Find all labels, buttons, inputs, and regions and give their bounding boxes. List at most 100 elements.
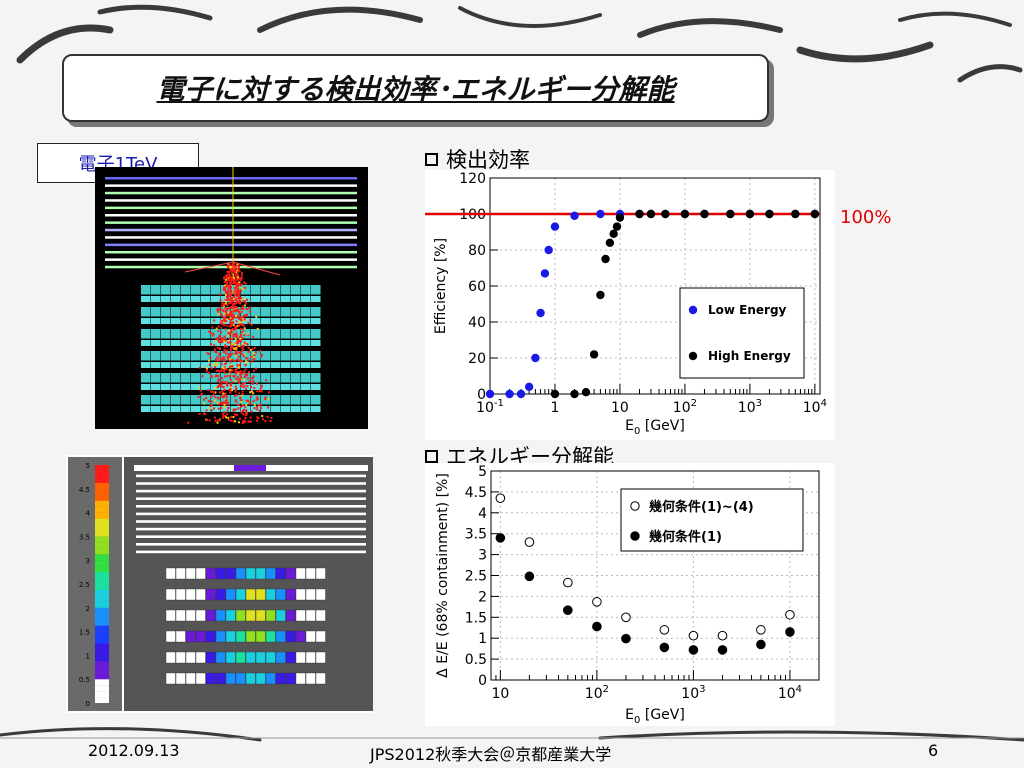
shower-hit [242,386,245,389]
hitmap-cell [295,630,306,643]
calorimeter-cell [231,362,241,368]
shower-hit [223,340,226,343]
calorimeter-cell [191,340,201,346]
calorimeter-cell [171,362,181,368]
calorimeter-cell [241,406,251,412]
shower-hit [230,325,233,328]
calorimeter-cell [311,285,321,295]
colorbar-cell [95,607,109,614]
high-energy-point [605,238,615,247]
shower-hit [224,339,227,342]
colorbar-cell [95,494,109,501]
shower-hit [220,304,223,307]
shower-hit [242,343,245,346]
calorimeter-cell [251,329,261,339]
calorimeter-cell [241,395,251,405]
strip-layer [136,543,366,546]
shower-hit [222,370,225,373]
hitmap-cell [285,630,296,643]
hitmap-cell [255,567,266,580]
shower-hit [257,417,260,420]
shower-hit [225,352,228,355]
shower-hit [237,355,240,358]
shower-hit [223,317,226,320]
calorimeter-cell [291,340,301,346]
hitmap-cell [205,651,216,664]
calorimeter-cell [141,296,151,302]
detector-layer [105,214,357,217]
shower-hit [232,282,235,285]
shower-hit [223,324,226,327]
plot-frame [489,177,821,395]
shower-hit [233,270,236,273]
shower-hit [256,408,259,411]
shower-hit [229,329,232,332]
low-energy-point [524,382,534,391]
hitmap-cell [245,609,256,622]
hitmap-cell [315,588,326,601]
shower-hit [216,419,219,422]
colorbar-cell [95,691,109,698]
shower-hit [219,308,222,311]
footer-page-number: 6 [928,741,939,760]
shower-hit [246,385,249,388]
shower-hit [231,269,234,272]
shower-hit [231,346,234,349]
shower-hit [228,314,231,317]
shower-hit [229,306,232,309]
low-energy-point [536,308,545,318]
hitmap-cell [265,672,276,685]
shower-hit [238,359,241,362]
shower-hit [258,404,261,407]
shower-hit [231,328,234,331]
shower-hit [223,335,226,338]
shower-hit [235,414,238,417]
hitmap-cell [185,567,196,580]
condition-1-point [659,642,670,653]
footer-date: 2012.09.13 [88,741,180,760]
condition-1-point [688,645,699,655]
calorimeter-cell [281,384,291,390]
shower-hit [229,323,232,326]
hitmap-cell [205,672,216,685]
shower-hit [224,289,227,292]
shower-hit [217,309,220,312]
shower-hit [241,272,244,275]
shower-hit [221,416,224,419]
shower-hit [238,366,241,369]
shower-hit [249,416,252,419]
hitmap-cell [245,672,256,685]
shower-hit [208,371,211,374]
high-energy-point [609,229,618,238]
detector-layer [105,191,357,195]
colorbar-cell [95,566,109,573]
shower-hit [238,370,241,373]
shower-hit [233,359,236,362]
shower-hit [220,314,223,317]
shower-hit [229,264,232,267]
shower-hit [238,281,241,284]
shower-hit [228,275,231,278]
shower-hit [222,316,225,319]
shower-hit [239,337,242,340]
shower-hit [213,319,216,322]
shower-hit [216,355,219,358]
calorimeter-cell [191,329,201,339]
hitmap-cell [235,651,246,664]
shower-hit [210,409,213,412]
shower-hit [255,351,258,354]
shower-hit [260,403,263,406]
shower-hit [214,391,217,394]
shower-hit [214,366,217,369]
shower-hit [202,402,205,405]
shower-hit [239,370,242,373]
shower-hit [238,269,241,272]
calorimeter-cell [161,362,171,368]
shower-hit [231,381,234,384]
calorimeter-cell [181,362,191,368]
shower-hit [218,359,221,362]
event-display-shower [95,167,368,429]
shower-hit [222,356,225,359]
shower-hit [224,313,227,316]
calorimeter-cell [221,362,231,368]
